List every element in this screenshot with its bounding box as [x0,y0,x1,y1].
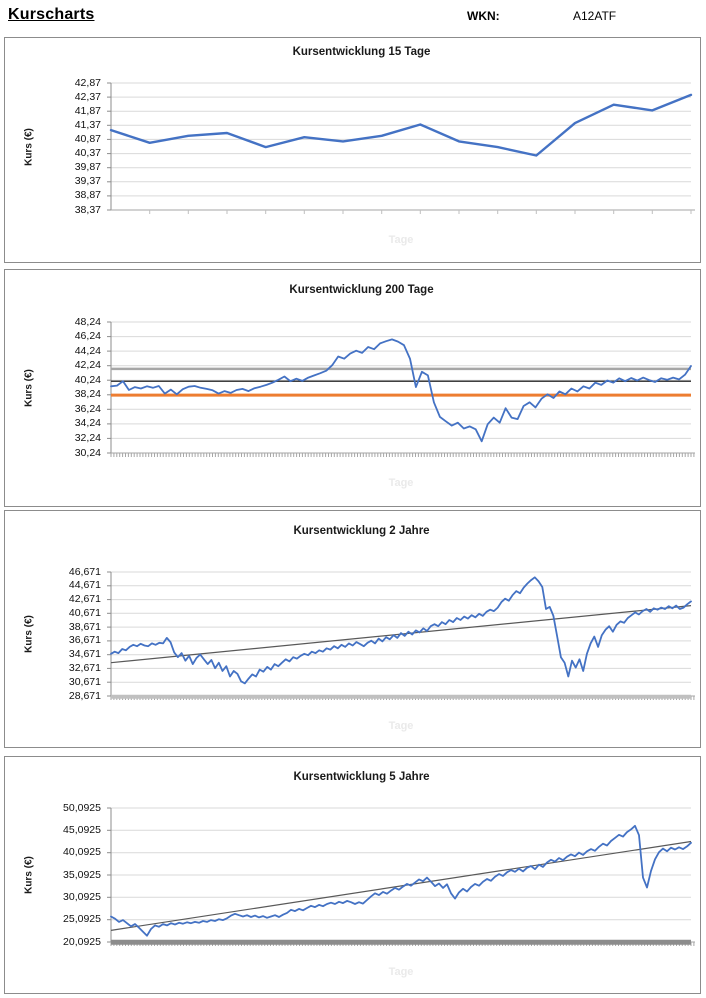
y-tick-label: 40,0925 [63,846,101,859]
y-tick-label: 39,87 [74,161,101,174]
y-tick-label: 25,0925 [63,913,101,926]
y-tick-label: 30,0925 [63,890,101,903]
y-tick-label: 46,671 [68,565,101,578]
y-tick-label: 50,0925 [63,801,101,814]
y-tick-label: 40,671 [68,606,101,619]
x-axis-title: Tage [388,477,414,489]
y-tick-label: 32,24 [74,431,101,444]
page-header: Kurscharts WKN: A12ATF [0,0,706,34]
y-tick-label: 42,24 [74,359,101,372]
y-tick-label: 20,0925 [63,935,101,948]
y-tick-label: 44,24 [74,344,101,357]
y-tick-label: 40,24 [74,373,101,386]
y-tick-label: 38,24 [74,388,101,401]
y-tick-label: 35,0925 [63,868,101,881]
x-axis-title: Tage [388,966,414,978]
wkn-label: WKN: [467,9,500,23]
y-tick-label: 45,0925 [63,823,101,836]
chart-panel-200-tage: Kursentwicklung 200 Tage Kurs (€) Tage 4… [4,269,701,507]
y-tick-label: 30,24 [74,446,101,459]
plot-area [107,571,695,700]
x-axis-title: Tage [388,234,414,246]
series-kurs [110,576,692,685]
y-tick-label: 39,37 [74,175,101,188]
wkn-value: A12ATF [573,9,617,23]
y-tick-label: 42,37 [74,90,101,103]
page-title: Kurscharts [8,6,95,23]
y-tick-label: 44,671 [68,579,101,592]
plot-area [107,82,695,214]
y-tick-label: 48,24 [74,315,101,328]
chart-title: Kursentwicklung 15 Tage [292,46,431,58]
series-kurs [109,93,693,157]
chart-panel-5-jahre: Kursentwicklung 5 Jahre Kurs (€) Tage 50… [4,756,701,994]
y-tick-label: 41,37 [74,118,101,131]
chart-title: Kursentwicklung 5 Jahre [293,771,430,783]
y-tick-label: 42,671 [68,593,101,606]
series-kurs [110,338,692,443]
x-axis-title: Tage [388,720,414,732]
y-tick-label: 42,87 [74,76,101,89]
y-tick-label: 36,671 [68,634,101,647]
chart-title: Kursentwicklung 200 Tage [289,284,434,296]
y-tick-label: 32,671 [68,661,101,674]
y-tick-label: 46,24 [74,330,101,343]
y-tick-label: 40,37 [74,147,101,160]
y-tick-label: 30,671 [68,675,101,688]
y-tick-label: 40,87 [74,132,101,145]
y-tick-label: 34,671 [68,648,101,661]
y-tick-label: 28,671 [68,689,101,702]
series-kurs [110,824,692,937]
chart-panel-15-tage: Kursentwicklung 15 Tage Kurs (€) Tage 42… [4,37,701,263]
y-tick-label: 38,37 [74,203,101,216]
chart-title: Kursentwicklung 2 Jahre [293,525,430,537]
y-tick-label: 38,671 [68,620,101,633]
y-tick-label: 38,87 [74,189,101,202]
y-tick-label: 34,24 [74,417,101,430]
trend-line [110,840,692,931]
y-tick-label: 41,87 [74,104,101,117]
y-tick-label: 36,24 [74,402,101,415]
plot-area [107,321,695,457]
chart-panel-2-jahre: Kursentwicklung 2 Jahre Kurs (€) Tage 46… [4,510,701,748]
plot-area [107,807,695,946]
